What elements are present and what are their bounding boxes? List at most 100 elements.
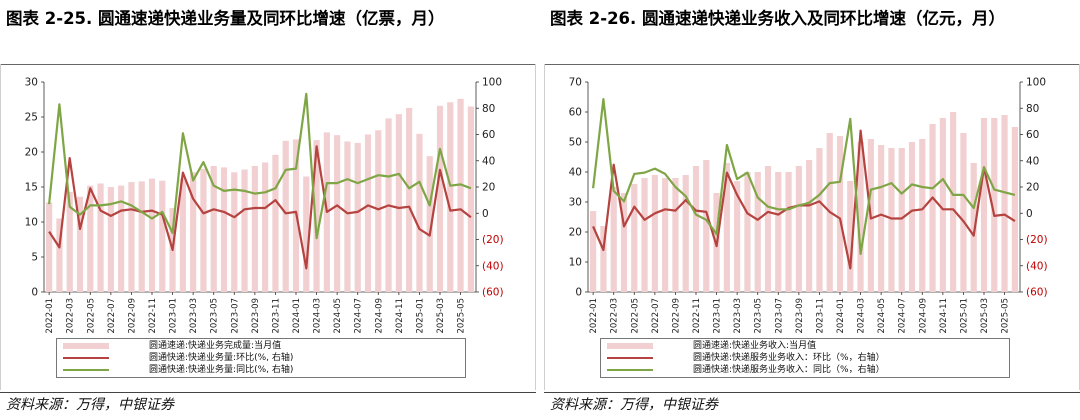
y-right-tick-label: 20 xyxy=(482,182,495,194)
x-tick-label: 2024-09 xyxy=(374,298,384,334)
x-tick-label: 2024-11 xyxy=(939,298,949,334)
y-left-tick-label: 60 xyxy=(569,107,582,119)
bar xyxy=(364,134,372,292)
x-tick-label: 2024-11 xyxy=(395,298,405,334)
x-tick-label: 2023-01 xyxy=(169,298,179,334)
chart-panel-left: 图表 2-25. 圆通速递快递业务量及同环比增速（亿票，月） 0 5 10 15 20 2… xyxy=(0,0,536,420)
legend-swatch-bar xyxy=(63,343,109,349)
bar xyxy=(991,118,998,292)
legend-label: 圆通快递:快递业务量:同比(%, 右轴) xyxy=(149,365,294,375)
chart-panel-right: 图表 2-26. 圆通速递快递业务收入及同环比增速（亿元，月） 0 10 20 30 4… xyxy=(544,0,1080,420)
bar xyxy=(282,140,289,292)
chart-legend: 圆通速递:快递业务完成量:当月值 圆通快递:快递业务量:环比(%, 右轴) 圆通… xyxy=(56,338,466,378)
x-tick-label: 2024-09 xyxy=(918,298,928,334)
y-right-tick-label: (40) xyxy=(1026,260,1048,272)
bar xyxy=(672,178,679,292)
bar xyxy=(87,185,94,292)
y-right-tick-label: 100 xyxy=(482,77,502,89)
bar xyxy=(970,163,977,292)
bar xyxy=(457,98,464,292)
x-tick-label: 2024-01 xyxy=(292,298,302,334)
bar xyxy=(878,145,885,292)
x-tick-label: 2022-03 xyxy=(66,298,76,334)
bar xyxy=(66,191,73,292)
bar xyxy=(375,130,382,292)
x-tick-label: 2023-01 xyxy=(713,298,723,334)
bar xyxy=(303,176,310,292)
bar xyxy=(631,184,638,292)
x-tick-label: 2022-03 xyxy=(610,298,620,334)
legend-swatch-bar xyxy=(607,343,653,349)
bar xyxy=(46,202,53,292)
bar xyxy=(785,172,792,292)
series-line xyxy=(48,145,472,270)
y-right-tick-label: (40) xyxy=(482,260,504,272)
x-tick-label: 2024-07 xyxy=(898,298,908,334)
bar xyxy=(210,166,217,292)
bar xyxy=(344,141,351,292)
y-right-tick-label: (60) xyxy=(482,287,504,299)
source-rule xyxy=(544,392,1080,393)
bar xyxy=(764,166,772,292)
y-left-tick-label: 5 xyxy=(31,252,38,264)
bar xyxy=(651,175,658,292)
y-left-tick-label: 15 xyxy=(25,182,38,194)
chart-legend: 圆通速递:快递业务收入:当月值 圆通快递:快递服务业务收入：环比（%，右轴） 圆… xyxy=(600,338,1010,378)
legend-label: 圆通快递:快递业务量:环比(%, 右轴) xyxy=(149,353,294,363)
bar xyxy=(857,142,864,292)
bar xyxy=(313,140,320,292)
legend-label: 圆通快递:快递服务业务收入：同比（%，右轴） xyxy=(693,365,885,375)
x-tick-label: 2022-01 xyxy=(45,298,55,334)
x-tick-label: 2024-03 xyxy=(857,298,867,334)
bar xyxy=(179,178,186,292)
bar xyxy=(795,166,802,292)
chart-frame xyxy=(0,64,536,390)
bar xyxy=(692,166,700,292)
bar xyxy=(406,107,413,293)
bar xyxy=(919,139,926,292)
x-tick-label: 2022-09 xyxy=(671,298,681,334)
x-tick-label: 2023-09 xyxy=(795,298,805,334)
bar xyxy=(447,102,454,292)
bar xyxy=(251,166,258,292)
series-line xyxy=(592,97,1016,255)
bar xyxy=(334,135,341,292)
bar xyxy=(754,172,761,292)
bar xyxy=(590,211,597,292)
y-left-tick-label: 0 xyxy=(575,287,582,299)
y-left-tick-label: 10 xyxy=(569,257,582,269)
bar xyxy=(610,187,617,292)
bar xyxy=(929,124,936,292)
legend-label: 圆通速递:快递业务收入:当月值 xyxy=(693,341,817,351)
bar xyxy=(980,118,988,292)
chart-plot: 0 10 20 30 40 50 60 70 (60) (40) (20) 0 20 40 60 80 100 2… xyxy=(569,77,1048,334)
chart-title: 图表 2-26. 圆通速递快递业务收入及同环比增速（亿元，月） xyxy=(550,9,1006,28)
x-tick-label: 2024-05 xyxy=(877,298,887,334)
legend-swatch-line xyxy=(607,369,653,372)
y-left-tick-label: 50 xyxy=(569,137,582,149)
x-tick-label: 2025-03 xyxy=(980,298,990,334)
bar xyxy=(898,148,905,292)
x-tick-label: 2024-03 xyxy=(313,298,323,334)
x-tick-label: 2023-03 xyxy=(733,298,743,334)
x-tick-label: 2023-05 xyxy=(754,298,764,334)
y-right-tick-label: (20) xyxy=(1026,234,1048,246)
chart-title: 图表 2-25. 圆通速递快递业务量及同环比增速（亿票，月） xyxy=(6,9,445,28)
bar xyxy=(662,178,669,292)
legend-swatch-line xyxy=(63,369,109,372)
y-left-tick-label: 30 xyxy=(569,197,582,209)
y-left-tick-label: 0 xyxy=(31,287,38,299)
bar xyxy=(847,181,854,292)
y-right-tick-label: 40 xyxy=(482,155,495,167)
x-tick-label: 2022-05 xyxy=(630,298,640,334)
source-rule xyxy=(0,392,536,393)
x-tick-label: 2025-01 xyxy=(415,298,425,334)
x-tick-label: 2024-07 xyxy=(354,298,364,334)
bar xyxy=(426,156,433,292)
y-right-tick-label: (20) xyxy=(482,234,504,246)
bar xyxy=(939,118,946,292)
title-rule xyxy=(544,64,1080,65)
series-line xyxy=(592,129,1016,270)
y-right-tick-label: 60 xyxy=(1026,129,1039,141)
y-right-tick-label: (60) xyxy=(1026,287,1048,299)
